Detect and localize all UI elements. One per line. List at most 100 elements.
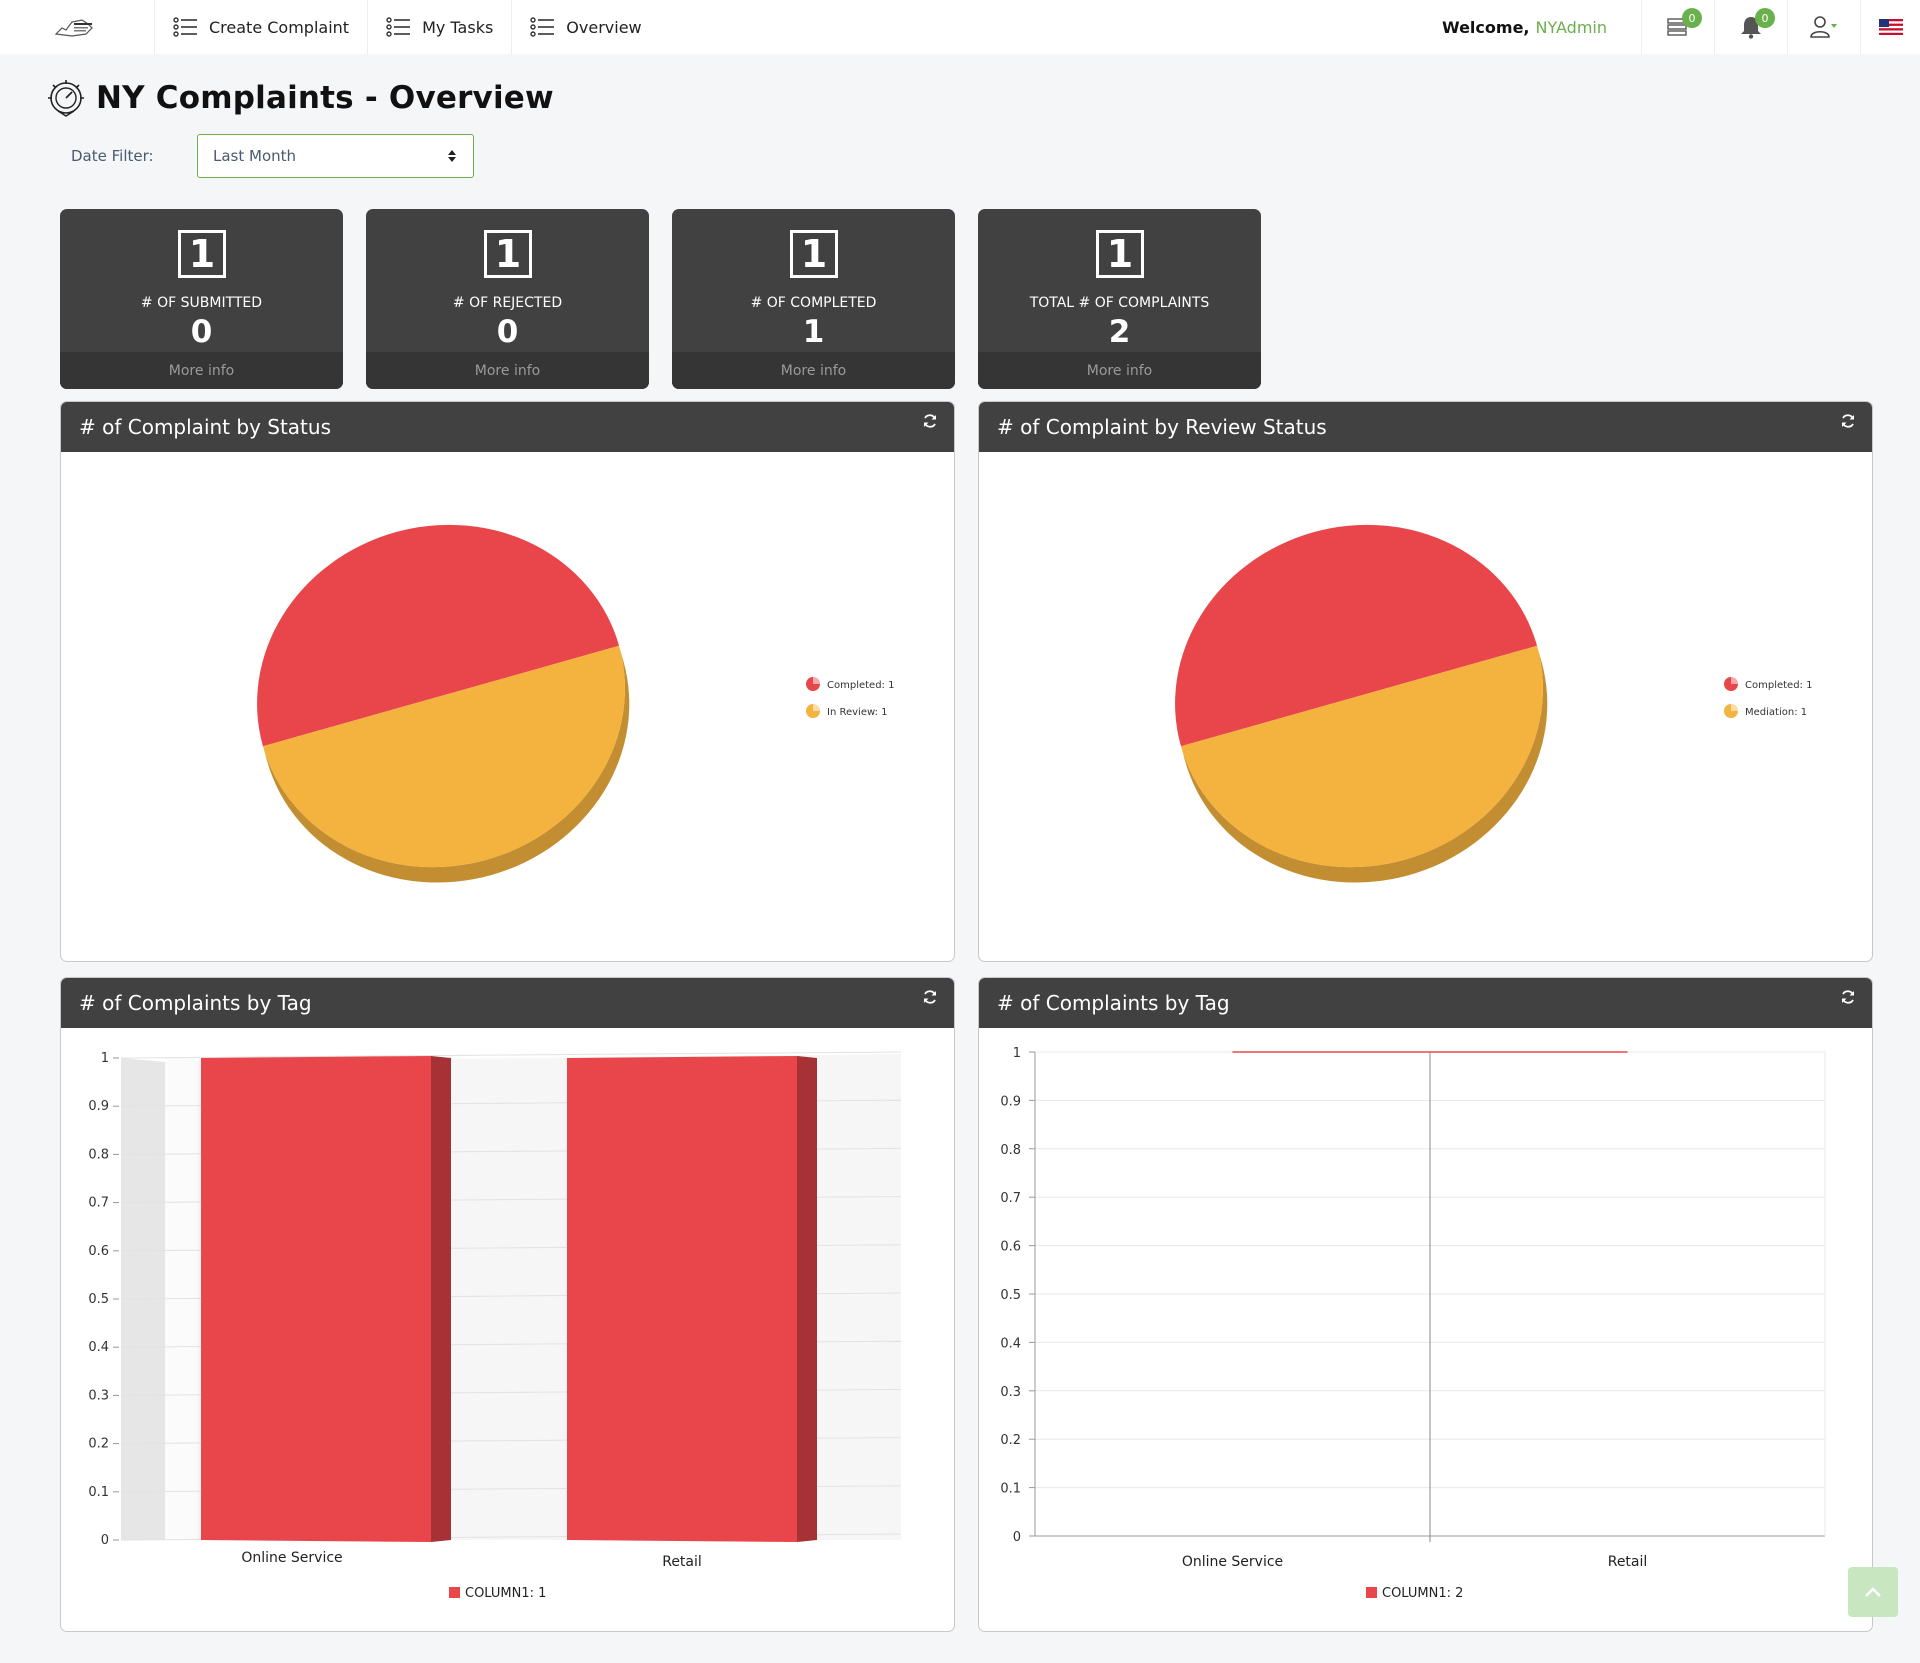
nav-my-tasks-label: My Tasks [422, 17, 494, 37]
y-tick-label: 0.6 [88, 1244, 109, 1259]
stat-card-rejected: 1 # OF REJECTED 0 More info [366, 209, 649, 389]
y-tick-label: 0.6 [1000, 1240, 1021, 1255]
stat-icon-box: 1 [178, 230, 226, 278]
more-info-link[interactable]: More info [60, 352, 343, 389]
nav-create-complaint[interactable]: Create Complaint [154, 0, 367, 54]
new-york-logo[interactable] [0, 0, 154, 54]
panel-title: # of Complaints by Tag [997, 991, 1230, 1015]
date-filter-select[interactable]: Last Month [197, 134, 474, 178]
user-icon [1810, 16, 1837, 38]
stat-icon-box: 1 [790, 230, 838, 278]
review-status-pie-chart: Completed: 1 Mediation: 1 [1175, 524, 1812, 883]
stat-value: 1 [802, 314, 825, 350]
legend-label: COLUMN1: 1 [465, 1586, 546, 1601]
x-tick-label: Online Service [1182, 1554, 1283, 1570]
y-tick-label: 0.8 [88, 1147, 109, 1162]
dashboard-gear-icon [48, 80, 84, 117]
y-tick-label: 0.1 [1000, 1482, 1021, 1497]
y-tick-label: 0 [101, 1533, 109, 1548]
legend-marker [449, 1587, 460, 1598]
page-title: NY Complaints - Overview [96, 80, 554, 116]
date-filter-value: Last Month [213, 147, 297, 165]
panel-header: # of Complaints by Tag [979, 978, 1872, 1028]
y-tick-label: 0.1 [88, 1485, 109, 1500]
more-info-link[interactable]: More info [672, 352, 955, 389]
status-pie-chart: Completed: 1 In Review: 1 [257, 524, 894, 883]
y-tick-label: 0.4 [88, 1340, 109, 1355]
x-tick-label: Retail [1608, 1554, 1648, 1570]
y-tick-label: 0.5 [88, 1292, 109, 1307]
date-filter-label: Date Filter: [71, 147, 154, 165]
stat-card-completed: 1 # OF COMPLETED 1 More info [672, 209, 955, 389]
nav-create-complaint-label: Create Complaint [209, 17, 350, 37]
list-icon [530, 17, 555, 37]
notifications-button[interactable]: 0 [1714, 0, 1787, 54]
bar-side [797, 1056, 817, 1542]
stat-value: 0 [496, 314, 519, 350]
tag-bar-chart: 0 0.1 0.2 0.3 0.4 0.5 0.6 0.7 0.8 0.9 1 Online Serv… [88, 1051, 902, 1601]
y-tick-label: 0.7 [1000, 1191, 1021, 1206]
sort-arrows-icon [448, 150, 456, 162]
nav-overview[interactable]: Overview [511, 0, 659, 54]
y-tick-label: 0.3 [88, 1388, 109, 1403]
panel-complaints-by-tag-line: # of Complaints by Tag 0 0.1 0.2 0.3 0.4 0.5 0… [978, 977, 1873, 1632]
legend-label: Completed: 1 [1745, 680, 1812, 691]
legend-label: Mediation: 1 [1745, 707, 1807, 718]
y-tick-label: 0.8 [1000, 1143, 1021, 1158]
y-tick-label: 0.4 [1000, 1336, 1021, 1351]
bar [201, 1056, 431, 1542]
nav-overview-label: Overview [566, 17, 642, 37]
legend-label: In Review: 1 [827, 707, 888, 718]
stat-value: 2 [1108, 314, 1131, 350]
stat-icon-box: 1 [484, 230, 532, 278]
scroll-to-top-button[interactable] [1848, 1567, 1898, 1617]
y-tick-label: 0.7 [88, 1196, 109, 1211]
bar-side [431, 1056, 451, 1542]
panel-title: # of Complaints by Tag [79, 991, 312, 1015]
top-navbar: Create Complaint My Tasks Overview Welco… [0, 0, 1920, 54]
panel-header: # of Complaint by Review Status [979, 402, 1872, 452]
stat-value: 0 [190, 314, 213, 350]
panel-header: # of Complaint by Status [61, 402, 954, 452]
user-menu-button[interactable] [1787, 0, 1860, 54]
refresh-icon[interactable] [1840, 413, 1856, 429]
y-tick-label: 1 [101, 1051, 109, 1066]
y-tick-label: 0.9 [88, 1099, 109, 1114]
welcome-label: Welcome, [1442, 17, 1530, 37]
chevron-up-icon [1865, 1587, 1881, 1597]
username: NYAdmin [1535, 17, 1608, 37]
stat-label: # OF SUBMITTED [140, 295, 263, 311]
nav-my-tasks[interactable]: My Tasks [367, 0, 511, 54]
stat-card-total: 1 TOTAL # OF COMPLAINTS 2 More info [978, 209, 1261, 389]
list-icon [386, 17, 411, 37]
x-tick-label: Online Service [241, 1550, 342, 1566]
refresh-icon[interactable] [922, 989, 938, 1005]
y-tick-label: 0 [1013, 1530, 1021, 1545]
y-tick-label: 0.9 [1000, 1094, 1021, 1109]
pie-slice [1180, 645, 1543, 868]
list-icon [173, 17, 197, 37]
pie-slice [257, 524, 620, 747]
stat-icon-box: 1 [1096, 230, 1144, 278]
us-flag-icon [1878, 19, 1903, 35]
refresh-icon[interactable] [922, 413, 938, 429]
panel-title: # of Complaint by Review Status [997, 415, 1327, 439]
panel-title: # of Complaint by Status [79, 415, 331, 439]
refresh-icon[interactable] [1840, 989, 1856, 1005]
x-tick-label: Retail [662, 1554, 702, 1570]
notifications-badge: 0 [1755, 8, 1775, 28]
panel-complaint-by-review-status: # of Complaint by Review Status Complete… [978, 401, 1873, 962]
tasks-tray-button[interactable]: 0 [1641, 0, 1714, 54]
legend-label: COLUMN1: 2 [1382, 1586, 1463, 1601]
y-tick-label: 0.3 [1000, 1385, 1021, 1400]
tray-icon [1667, 18, 1687, 36]
language-selector[interactable] [1860, 0, 1920, 54]
more-info-link[interactable]: More info [366, 352, 649, 389]
legend-label: Completed: 1 [827, 680, 894, 691]
panel-complaints-by-tag-bar: # of Complaints by Tag 0 0.1 0.2 0.3 0.4 0.5 0… [60, 977, 955, 1632]
tag-line-chart: 0 0.1 0.2 0.3 0.4 0.5 0.6 0.7 0.8 0.9 1 Online Serv… [1000, 1046, 1826, 1601]
panel-complaint-by-status: # of Complaint by Status Completed: 1 In … [60, 401, 955, 962]
pie-slice [1175, 524, 1538, 747]
more-info-link[interactable]: More info [978, 352, 1261, 389]
welcome-message: Welcome, NYAdmin [1442, 18, 1641, 37]
